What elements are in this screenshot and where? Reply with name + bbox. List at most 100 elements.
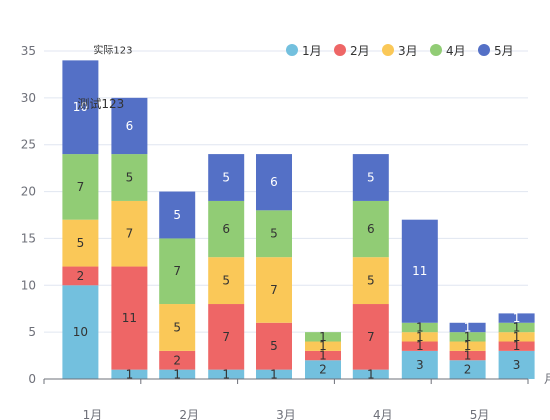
bar-segment	[498, 332, 535, 342]
legend-item[interactable]: 1月	[286, 44, 322, 58]
bar-segment	[449, 322, 486, 333]
bar-value-label: 10	[73, 100, 88, 114]
bar-value-label: 5	[270, 339, 278, 353]
bar-segment	[208, 257, 245, 305]
bar-value-label: 2	[173, 353, 181, 367]
bar-segment	[305, 360, 341, 379]
bar-value-label: 1	[513, 311, 521, 325]
x-tick-label: 1月	[83, 408, 103, 420]
legend-marker	[430, 44, 442, 56]
bar-segment	[305, 332, 341, 342]
bar-value-label: 5	[173, 320, 181, 334]
bar-segment	[256, 210, 292, 258]
bar-segment	[111, 200, 148, 267]
x-tick-label: 2月	[179, 408, 199, 420]
legend-item[interactable]: 3月	[382, 44, 418, 58]
y-tick-label: 0	[28, 372, 36, 386]
y-tick-label: 20	[21, 185, 36, 199]
bar-value-label: 11	[412, 264, 427, 278]
x-tick-label: 4月	[373, 408, 393, 420]
bar-segment	[498, 341, 535, 351]
bar-segment	[208, 154, 245, 201]
legend-item[interactable]: 4月	[430, 44, 466, 58]
legend-label: 4月	[446, 44, 466, 58]
y-tick-label: 15	[21, 231, 36, 245]
bar-segment	[401, 219, 438, 323]
x-tick-label: 3月	[276, 408, 296, 420]
bar-value-label: 1	[464, 330, 472, 344]
bar-segment	[305, 350, 341, 361]
bar-value-label: 1	[173, 367, 181, 381]
bar-value-label: 6	[126, 119, 134, 133]
bar-value-label: 6	[222, 222, 230, 236]
bar-value-label: 1	[416, 339, 424, 353]
bar-segment	[352, 154, 389, 201]
bar-value-label: 1	[319, 330, 327, 344]
bar-segment	[352, 304, 389, 370]
legend[interactable]: 1月 2月 3月 4月 5月	[286, 44, 514, 58]
bar-value-label: 6	[270, 175, 278, 189]
bar-segment	[449, 332, 486, 342]
bar-segment	[111, 97, 148, 155]
legend-marker	[382, 44, 394, 56]
x-tick-label: 5月	[470, 408, 490, 420]
bar-value-label: 3	[416, 358, 424, 372]
legend-marker	[334, 44, 346, 56]
bar-value-label: 5	[222, 274, 230, 288]
legend-item[interactable]: 2月	[334, 44, 370, 58]
bar-segment	[62, 285, 99, 379]
bar-value-label: 7	[270, 283, 278, 297]
bar-segment	[62, 60, 99, 155]
bar-segment	[111, 266, 148, 370]
bar-segment	[62, 154, 99, 220]
bar-value-label: 5	[367, 274, 375, 288]
legend-marker	[478, 44, 490, 56]
bar-segment	[449, 341, 486, 351]
bar-value-label: 1	[319, 339, 327, 353]
bar-value-label: 5	[173, 208, 181, 222]
bar-segment	[352, 369, 389, 379]
bar-segment	[498, 322, 535, 333]
legend-item[interactable]: 5月	[478, 44, 514, 58]
bar-value-label: 5	[77, 236, 85, 250]
y-tick-label: 25	[21, 138, 36, 152]
bars	[62, 60, 535, 379]
x-axis-unit-label: 月	[544, 372, 550, 386]
bar-segment	[111, 369, 148, 379]
bar-segment	[498, 350, 535, 379]
bar-value-label: 1	[222, 367, 230, 381]
legend-marker	[286, 44, 298, 56]
bar-value-label: 1	[416, 320, 424, 334]
bar-value-label: 1	[513, 330, 521, 344]
bar-value-labels: 1025710125751575617565211111117561756521…	[73, 43, 521, 381]
bar-value-label: 1	[464, 339, 472, 353]
legend-label: 5月	[494, 44, 514, 58]
bar-value-label: 7	[126, 227, 134, 241]
y-tick-label: 5	[28, 325, 36, 339]
bar-value-label: 5	[270, 227, 278, 241]
bar-segment	[352, 200, 389, 258]
bar-segment	[159, 350, 196, 370]
bar-value-label: 5	[222, 171, 230, 185]
legend-label: 1月	[302, 44, 322, 58]
bar-segment	[111, 154, 148, 201]
bar-value-label: 1	[416, 330, 424, 344]
bar-segment	[352, 257, 389, 305]
y-tick-label: 35	[21, 44, 36, 58]
bar-segment	[62, 266, 99, 286]
bar-value-label: 1	[319, 349, 327, 363]
bar-value-label: 2	[319, 363, 327, 377]
bar-segment	[256, 257, 292, 323]
bar-value-label: 1	[464, 349, 472, 363]
bar-value-label: 1	[464, 320, 472, 334]
bar-segment	[62, 219, 99, 267]
bar-value-label: 2	[464, 363, 472, 377]
bar-value-label: 7	[77, 180, 85, 194]
bar-segment	[208, 369, 245, 379]
bar-value-label: 2	[77, 269, 85, 283]
bar-value-label: 5	[126, 171, 134, 185]
bar-segment	[401, 350, 438, 379]
bar-value-label: 1	[126, 367, 134, 381]
bar-value-label: 1	[513, 339, 521, 353]
